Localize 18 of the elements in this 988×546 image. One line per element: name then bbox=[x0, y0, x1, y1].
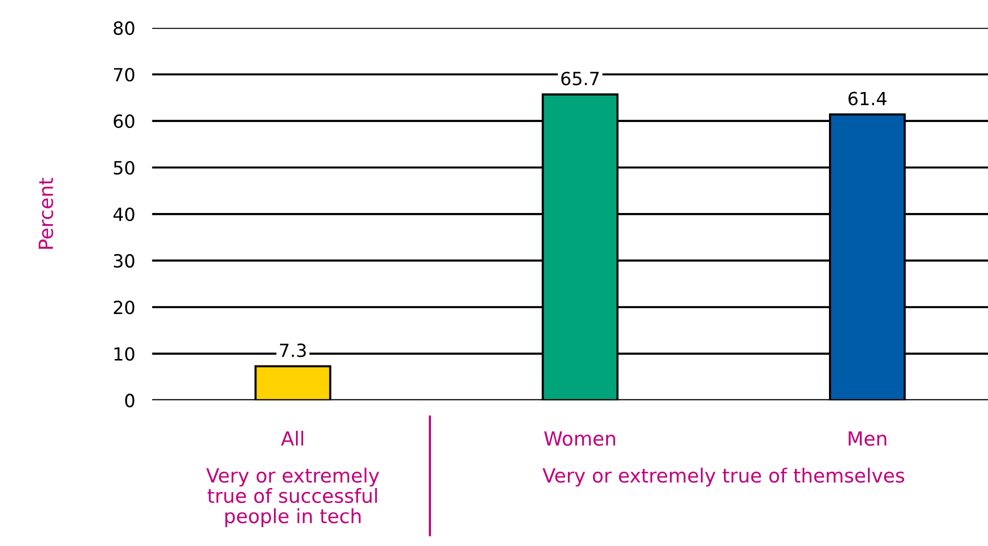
text: Very or extremely true of successful people in tech bbox=[206, 468, 380, 528]
data-label: 65.7 bbox=[561, 72, 599, 86]
y-tick-label: 50 bbox=[114, 160, 134, 175]
y-tick-label: 40 bbox=[113, 207, 134, 222]
y-tick-label: 20 bbox=[114, 300, 134, 314]
x-tick-label: Women bbox=[544, 431, 616, 446]
x-tick-label: All bbox=[280, 430, 304, 446]
y-tick-label: 10 bbox=[114, 347, 134, 361]
y-axis-title: Percent bbox=[38, 178, 54, 249]
y-tick-label: 70 bbox=[114, 68, 134, 82]
y-tick-label: 0 bbox=[125, 394, 134, 408]
data-label: 61.4 bbox=[848, 92, 886, 106]
text: Very or extremely true of themselves bbox=[542, 468, 904, 487]
data-label: 7.3 bbox=[280, 344, 306, 358]
y-tick-label: 80 bbox=[114, 21, 134, 35]
y-tick-label: 60 bbox=[114, 114, 134, 128]
y-tick-label: 30 bbox=[114, 254, 134, 268]
x-tick-label: Men bbox=[848, 431, 886, 446]
